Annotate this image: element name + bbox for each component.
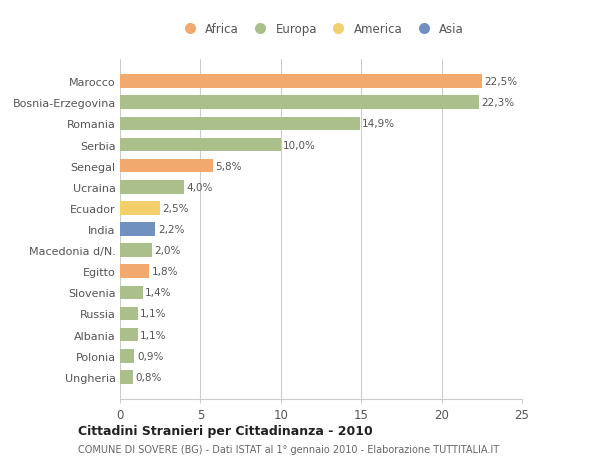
Text: 14,9%: 14,9%	[362, 119, 395, 129]
Text: 1,1%: 1,1%	[140, 330, 167, 340]
Text: 22,3%: 22,3%	[481, 98, 514, 108]
Bar	[120, 96, 479, 110]
Bar	[120, 180, 184, 194]
Bar	[120, 75, 482, 89]
Bar	[120, 265, 149, 279]
Text: 1,1%: 1,1%	[140, 309, 167, 319]
Text: 2,2%: 2,2%	[158, 224, 184, 235]
Bar	[120, 349, 134, 363]
Bar	[120, 223, 155, 236]
Text: 5,8%: 5,8%	[215, 161, 242, 171]
Text: 22,5%: 22,5%	[484, 77, 517, 87]
Bar	[120, 117, 359, 131]
Text: 2,5%: 2,5%	[163, 203, 189, 213]
Bar	[120, 307, 137, 321]
Text: 0,9%: 0,9%	[137, 351, 163, 361]
Bar	[120, 286, 143, 300]
Text: 10,0%: 10,0%	[283, 140, 316, 150]
Bar	[120, 202, 160, 215]
Bar	[120, 328, 137, 342]
Bar	[120, 244, 152, 257]
Text: 0,8%: 0,8%	[135, 372, 161, 382]
Text: 1,4%: 1,4%	[145, 288, 172, 298]
Text: Cittadini Stranieri per Cittadinanza - 2010: Cittadini Stranieri per Cittadinanza - 2…	[78, 424, 373, 437]
Bar	[120, 138, 281, 152]
Text: 2,0%: 2,0%	[155, 246, 181, 256]
Text: 1,8%: 1,8%	[151, 267, 178, 277]
Bar	[120, 159, 213, 173]
Text: 4,0%: 4,0%	[187, 182, 213, 192]
Legend: Africa, Europa, America, Asia: Africa, Europa, America, Asia	[173, 18, 469, 40]
Bar	[120, 370, 133, 384]
Text: COMUNE DI SOVERE (BG) - Dati ISTAT al 1° gennaio 2010 - Elaborazione TUTTITALIA.: COMUNE DI SOVERE (BG) - Dati ISTAT al 1°…	[78, 444, 499, 454]
